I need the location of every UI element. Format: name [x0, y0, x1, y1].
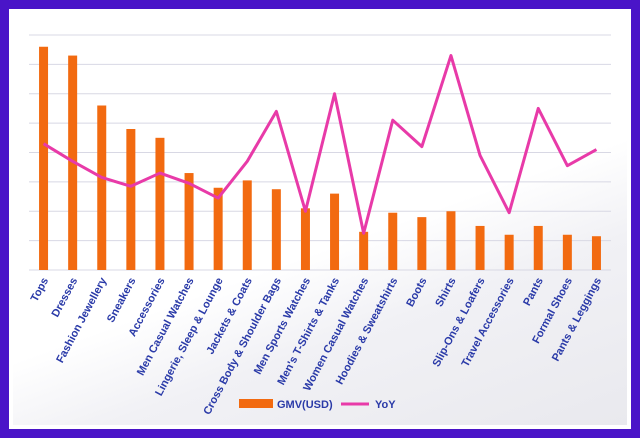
gmv-bar [213, 187, 223, 270]
yoy-line-series [42, 54, 598, 235]
gmv-bar [184, 173, 194, 270]
x-tick-label: Boots [404, 276, 429, 309]
gmv-bar [300, 208, 310, 270]
x-tick-label: Pants [521, 276, 546, 308]
gmv-bars [39, 46, 601, 270]
gmv-bar [533, 225, 543, 270]
legend-label-yoy: YoY [375, 399, 396, 411]
x-tick-label: Tops [29, 276, 52, 304]
x-tick-label: Dresses [50, 276, 81, 319]
yoy-line [42, 54, 598, 235]
gmv-bar [155, 137, 165, 270]
gmv-bar [446, 211, 456, 270]
gmv-bar [97, 105, 107, 270]
legend-swatch-gmv [239, 399, 273, 408]
gmv-bar [242, 180, 252, 270]
x-tick-label: Travel Accessories [460, 276, 517, 369]
gmv-bar [39, 46, 49, 270]
gmv-bar [591, 236, 601, 270]
gmv-bar [271, 189, 281, 270]
x-tick-label: Shirts [433, 276, 458, 309]
gmv-bar [359, 231, 369, 270]
chart-outer-frame: Tops Dresses Fashion Jewellery Sneakers Acce… [9, 9, 631, 429]
gmv-bar [388, 212, 398, 270]
chart-legend: GMV(USD) YoY [239, 399, 396, 411]
legend-label-gmv: GMV(USD) [277, 399, 333, 411]
x-tick-label: Sneakers [105, 276, 139, 325]
chart-card: Tops Dresses Fashion Jewellery Sneakers Acce… [13, 13, 627, 425]
gmv-bar [504, 234, 514, 270]
gmv-bar [475, 225, 485, 270]
gmv-bar [562, 234, 572, 270]
gmv-bar [330, 193, 340, 270]
x-tick-label: Slip-Ons & Loafers [431, 276, 488, 369]
gmv-bar [126, 129, 136, 270]
gmv-bar [417, 217, 427, 270]
